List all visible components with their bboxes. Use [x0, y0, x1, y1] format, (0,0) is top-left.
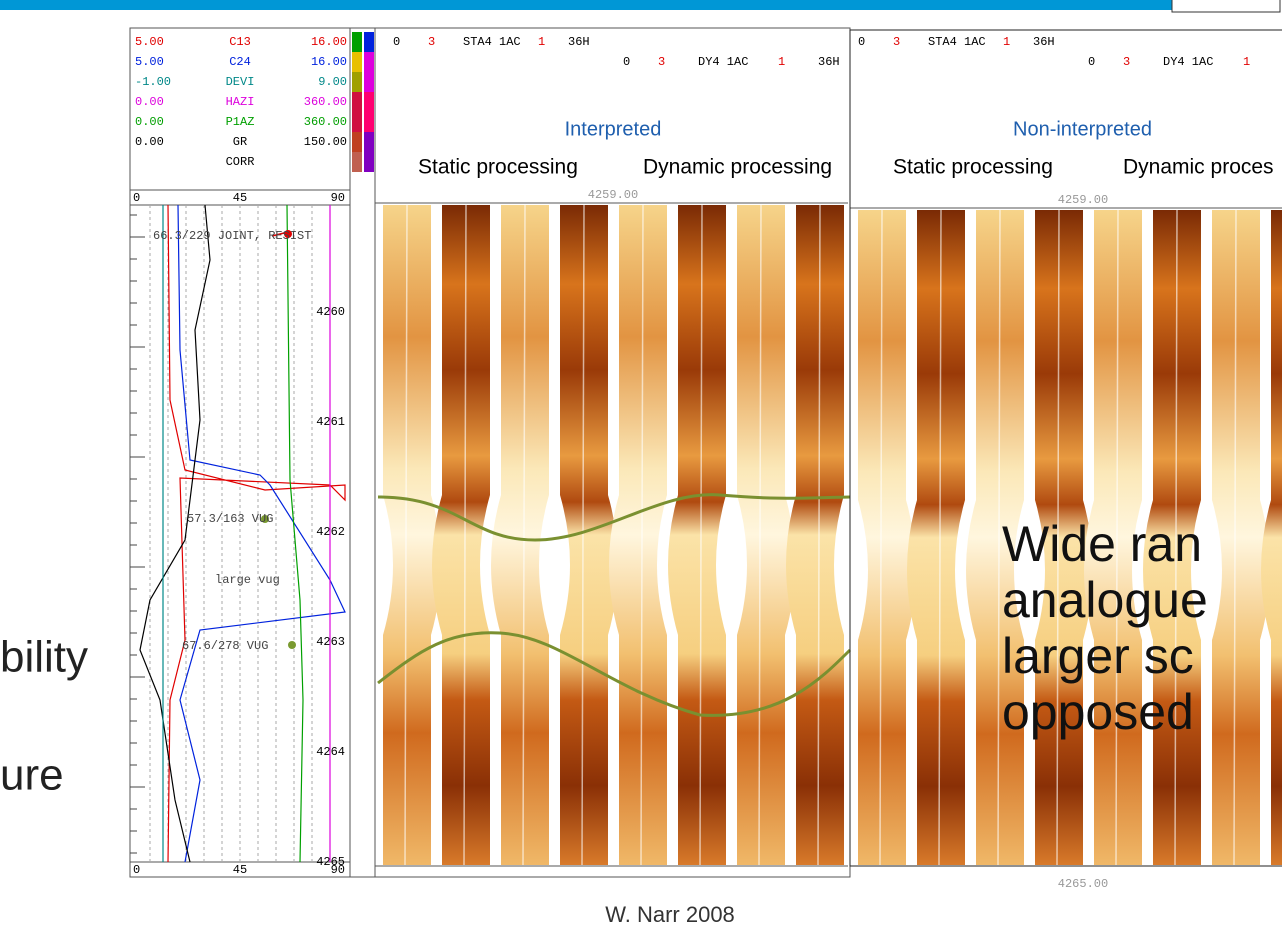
- image-strip: [609, 205, 667, 865]
- panel-subtitle: Dynamic processing: [643, 156, 832, 179]
- depth-label: 4265.00: [1058, 877, 1108, 891]
- overlay-text: larger sc: [1002, 628, 1194, 684]
- swatch: [352, 152, 362, 172]
- scale-label: 0: [133, 191, 140, 205]
- credit: W. Narr 2008: [605, 902, 735, 927]
- curve-name: P1AZ: [226, 115, 255, 129]
- depth-label: 4259.00: [588, 188, 638, 202]
- curve-name: C13: [229, 35, 251, 49]
- curve-name: C24: [229, 55, 251, 69]
- header-code: 36H: [818, 55, 840, 69]
- curve-min: 0.00: [135, 115, 164, 129]
- image-strip: [737, 205, 795, 865]
- panel-title: Interpreted: [565, 118, 662, 140]
- header-code: 0: [393, 35, 400, 49]
- curve-max: 360.00: [304, 115, 347, 129]
- swatch: [364, 72, 374, 92]
- curve-name: HAZI: [226, 95, 255, 109]
- panel-subtitle: Static processing: [418, 156, 578, 179]
- left-text: bility: [0, 633, 88, 682]
- header-code: DY4 1AC: [698, 55, 748, 69]
- image-strip: [1261, 210, 1282, 865]
- header-code: 3: [428, 35, 435, 49]
- curve-min: 5.00: [135, 35, 164, 49]
- top-bar: [0, 0, 1172, 10]
- curve-name: CORR: [226, 155, 255, 169]
- swatch: [364, 152, 374, 172]
- swatch: [352, 132, 362, 152]
- panel-subtitle: Static processing: [893, 156, 1053, 179]
- swatch: [352, 112, 362, 132]
- header-code: 3: [893, 35, 900, 49]
- header-code: 1: [778, 55, 785, 69]
- curve-max: 9.00: [318, 75, 347, 89]
- panel-subtitle: Dynamic proces: [1123, 156, 1274, 179]
- annotation: 66.3/229 JOINT, RESIST: [153, 229, 311, 243]
- header-code: 1: [1003, 35, 1010, 49]
- curve-min: 0.00: [135, 95, 164, 109]
- image-strip: [432, 205, 490, 865]
- annotation: 67.6/278 VUG: [182, 639, 268, 653]
- swatch: [364, 32, 374, 52]
- header-code: STA4 1AC: [928, 35, 986, 49]
- annotation: 57.3/163 VUG: [187, 512, 273, 526]
- swatch: [364, 132, 374, 152]
- curve-max: 16.00: [311, 35, 347, 49]
- header-code: 0: [858, 35, 865, 49]
- header-code: 36H: [1033, 35, 1055, 49]
- depth-label: 4259.00: [1058, 193, 1108, 207]
- tadpole: [288, 641, 296, 649]
- header-code: 0: [1088, 55, 1095, 69]
- swatch: [364, 92, 374, 112]
- annotation: large vug: [215, 573, 280, 587]
- curve-min: 0.00: [135, 135, 164, 149]
- left-text: ure: [0, 751, 64, 800]
- swatch: [364, 52, 374, 72]
- scale-label: 0: [133, 863, 140, 877]
- overlay-text: analogue: [1002, 572, 1208, 628]
- image-strip: [1212, 210, 1270, 865]
- header-code: 1: [538, 35, 545, 49]
- header-code: STA4 1AC: [463, 35, 521, 49]
- overlay-text: opposed: [1002, 684, 1194, 740]
- header-code: 0: [623, 55, 630, 69]
- image-strip: [786, 205, 844, 865]
- curve-max: 360.00: [304, 95, 347, 109]
- swatch: [364, 112, 374, 132]
- scale-label: 90: [331, 191, 345, 205]
- header-code: 3: [658, 55, 665, 69]
- curve-name: DEVI: [226, 75, 255, 89]
- curve-min: -1.00: [135, 75, 171, 89]
- swatch: [352, 92, 362, 112]
- image-strip: [383, 205, 441, 865]
- curve-name: GR: [233, 135, 247, 149]
- header-code: 3: [1123, 55, 1130, 69]
- image-strip: [858, 210, 916, 865]
- header-code: 1: [1243, 55, 1250, 69]
- curve-min: 5.00: [135, 55, 164, 69]
- swatch: [352, 32, 362, 52]
- image-strip: [668, 205, 726, 865]
- swatch: [352, 52, 362, 72]
- corner-box: [1172, 0, 1280, 12]
- curve-max: 150.00: [304, 135, 347, 149]
- scale-label: 45: [233, 863, 247, 877]
- scale-label: 45: [233, 191, 247, 205]
- curve-max: 16.00: [311, 55, 347, 69]
- header-code: DY4 1AC: [1163, 55, 1213, 69]
- overlay-text: Wide ran: [1002, 516, 1202, 572]
- panel-title: Non-interpreted: [1013, 118, 1152, 140]
- slide: bility ure W. Narr 2008 5.00 C13 16.00 5.00…: [0, 0, 1282, 934]
- image-strip: [907, 210, 965, 865]
- swatch: [352, 72, 362, 92]
- header-code: 36H: [568, 35, 590, 49]
